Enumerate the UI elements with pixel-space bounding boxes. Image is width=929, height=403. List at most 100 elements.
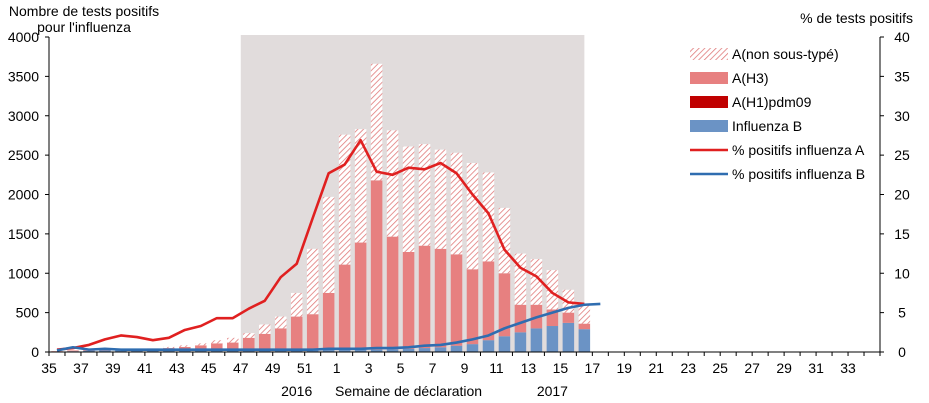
left-tick-label-2500: 2500 [8, 147, 39, 163]
x-tick-label-21: 21 [648, 360, 664, 376]
bars-group [51, 63, 591, 352]
x-tick-label-31: 31 [808, 360, 824, 376]
bar-influenza-b-week-37 [83, 350, 95, 352]
left-axis-title-line1: Nombre de tests positifs [9, 3, 159, 19]
bar-a-non-sous-typ--week-14 [546, 270, 559, 310]
bar-influenza-b-week-15 [562, 322, 575, 352]
line--positifs-influenza-a [56, 138, 585, 351]
x-tick-label-29: 29 [776, 360, 792, 376]
bar-influenza-b-week-16 [578, 329, 591, 352]
bar-a-h3--week-5 [402, 251, 415, 349]
bar-influenza-b-week-1 [338, 349, 351, 352]
right-tick-label-40: 40 [894, 29, 910, 45]
bar-influenza-b-week-10 [482, 340, 495, 352]
bar-influenza-b-week-43 [179, 350, 191, 352]
bar-a-non-sous-typ--week-48 [258, 324, 271, 334]
year-label-2016: 2016 [281, 383, 312, 399]
x-axis-title: Semaine de déclaration [335, 383, 482, 399]
bar-a-h3--week-36 [67, 350, 79, 352]
legend-swatch-influenza-b [690, 120, 728, 132]
year-label-2017: 2017 [537, 383, 568, 399]
bar-a-h3--week-48 [258, 333, 271, 350]
bar-a-h3--week-45 [211, 343, 223, 350]
bar-a-h3--week-10 [482, 261, 495, 341]
bar-a-non-sous-typ--week-44 [195, 343, 207, 346]
bar-a-h3--week-8 [450, 254, 463, 346]
bar-a-non-sous-typ--week-8 [450, 152, 463, 255]
x-tick-label-51: 51 [297, 360, 313, 376]
bar-a-non-sous-typ--week-52 [322, 196, 335, 293]
legend-swatch-a-non-sous-typ- [690, 48, 728, 60]
bar-influenza-b-week-11 [498, 336, 511, 352]
bar-a-non-sous-typ--week-1 [338, 134, 351, 265]
x-tick-label-35: 35 [41, 360, 57, 376]
bar-a-non-sous-typ--week-7 [434, 149, 447, 249]
bar-a-non-sous-typ--week-16 [578, 304, 591, 324]
left-tick-label-1500: 1500 [8, 226, 39, 242]
left-tick-label-1000: 1000 [8, 265, 39, 281]
bar-a-h3--week-3 [370, 180, 383, 350]
x-tick-label-37: 37 [73, 360, 89, 376]
bar-influenza-b-week-14 [546, 326, 559, 352]
bar-influenza-b-week-12 [514, 332, 527, 352]
left-tick-label-2000: 2000 [8, 187, 39, 203]
legend-swatch-a-h1-pdm09 [690, 96, 728, 108]
bar-a-h3--week-4 [386, 236, 399, 350]
bar-a-h3--week-49 [274, 328, 287, 350]
bar-a-h3--week-14 [546, 309, 559, 327]
bar-a-non-sous-typ--week-47 [243, 333, 255, 338]
bar-influenza-b-week-52 [322, 349, 335, 352]
x-tick-label-9: 9 [461, 360, 469, 376]
x-tick-label-43: 43 [169, 360, 185, 376]
bar-a-h3--week-6 [418, 245, 431, 349]
left-tick-label-3000: 3000 [8, 108, 39, 124]
bar-a-non-sous-typ--week-51 [306, 248, 319, 315]
x-tick-label-15: 15 [553, 360, 569, 376]
left-axis-title-line2: pour l'influenza [37, 19, 131, 35]
right-tick-label-10: 10 [894, 265, 910, 281]
bar-a-h3--week-7 [434, 248, 447, 348]
bar-influenza-b-week-42 [163, 350, 175, 352]
right-tick-label-20: 20 [894, 187, 910, 203]
bar-a-h3--week-15 [562, 312, 575, 323]
legend-label-a-non-sous-typ-: A(non sous-typé) [732, 46, 839, 62]
bar-a-non-sous-typ--week-42 [163, 346, 175, 349]
x-tick-label-19: 19 [617, 360, 633, 376]
x-tick-label-17: 17 [585, 360, 601, 376]
bar-a-h3--week-50 [290, 316, 303, 350]
bar-a-h3--week-1 [338, 264, 351, 350]
right-tick-label-5: 5 [898, 305, 906, 321]
x-tick-label-13: 13 [521, 360, 537, 376]
bar-a-h3--week-9 [466, 269, 479, 345]
right-tick-label-0: 0 [898, 344, 906, 360]
right-tick-label-25: 25 [894, 147, 910, 163]
x-tick-label-11: 11 [489, 360, 504, 376]
bar-a-non-sous-typ--week-11 [498, 207, 511, 274]
x-tick-label-27: 27 [744, 360, 760, 376]
bar-a-h3--week-12 [514, 304, 527, 333]
legend: A(non sous-typé) A(H3) A(H1)pdm09 Influenza… [690, 46, 865, 182]
bar-influenza-b-week-2 [354, 349, 367, 352]
x-tick-label-5: 5 [397, 360, 405, 376]
right-axis-title: % de tests positifs [800, 10, 913, 26]
left-tick-label-0: 0 [31, 344, 39, 360]
legend-label-influenza-b: Influenza B [732, 118, 802, 134]
bar-influenza-b-week-8 [450, 345, 463, 352]
bar-influenza-b-week-41 [147, 350, 159, 352]
bar-a-h3--week-44 [195, 345, 207, 351]
x-tick-label-1: 1 [333, 360, 341, 376]
lines-group [56, 138, 601, 352]
bar-a-non-sous-typ--week-4 [386, 130, 399, 237]
bar-a-h3--week-2 [354, 242, 367, 350]
bar-a-h3--week-52 [322, 292, 335, 350]
bar-influenza-b-week-13 [530, 328, 543, 352]
bar-influenza-b-week-39 [115, 350, 127, 352]
bar-a-non-sous-typ--week-3 [370, 63, 383, 181]
x-tick-label-33: 33 [840, 360, 856, 376]
bar-influenza-b-week-40 [131, 350, 143, 352]
x-tick-label-49: 49 [265, 360, 281, 376]
bar-a-non-sous-typ--week-2 [354, 129, 367, 243]
bar-a-non-sous-typ--week-13 [530, 259, 543, 305]
x-tick-label-25: 25 [712, 360, 728, 376]
